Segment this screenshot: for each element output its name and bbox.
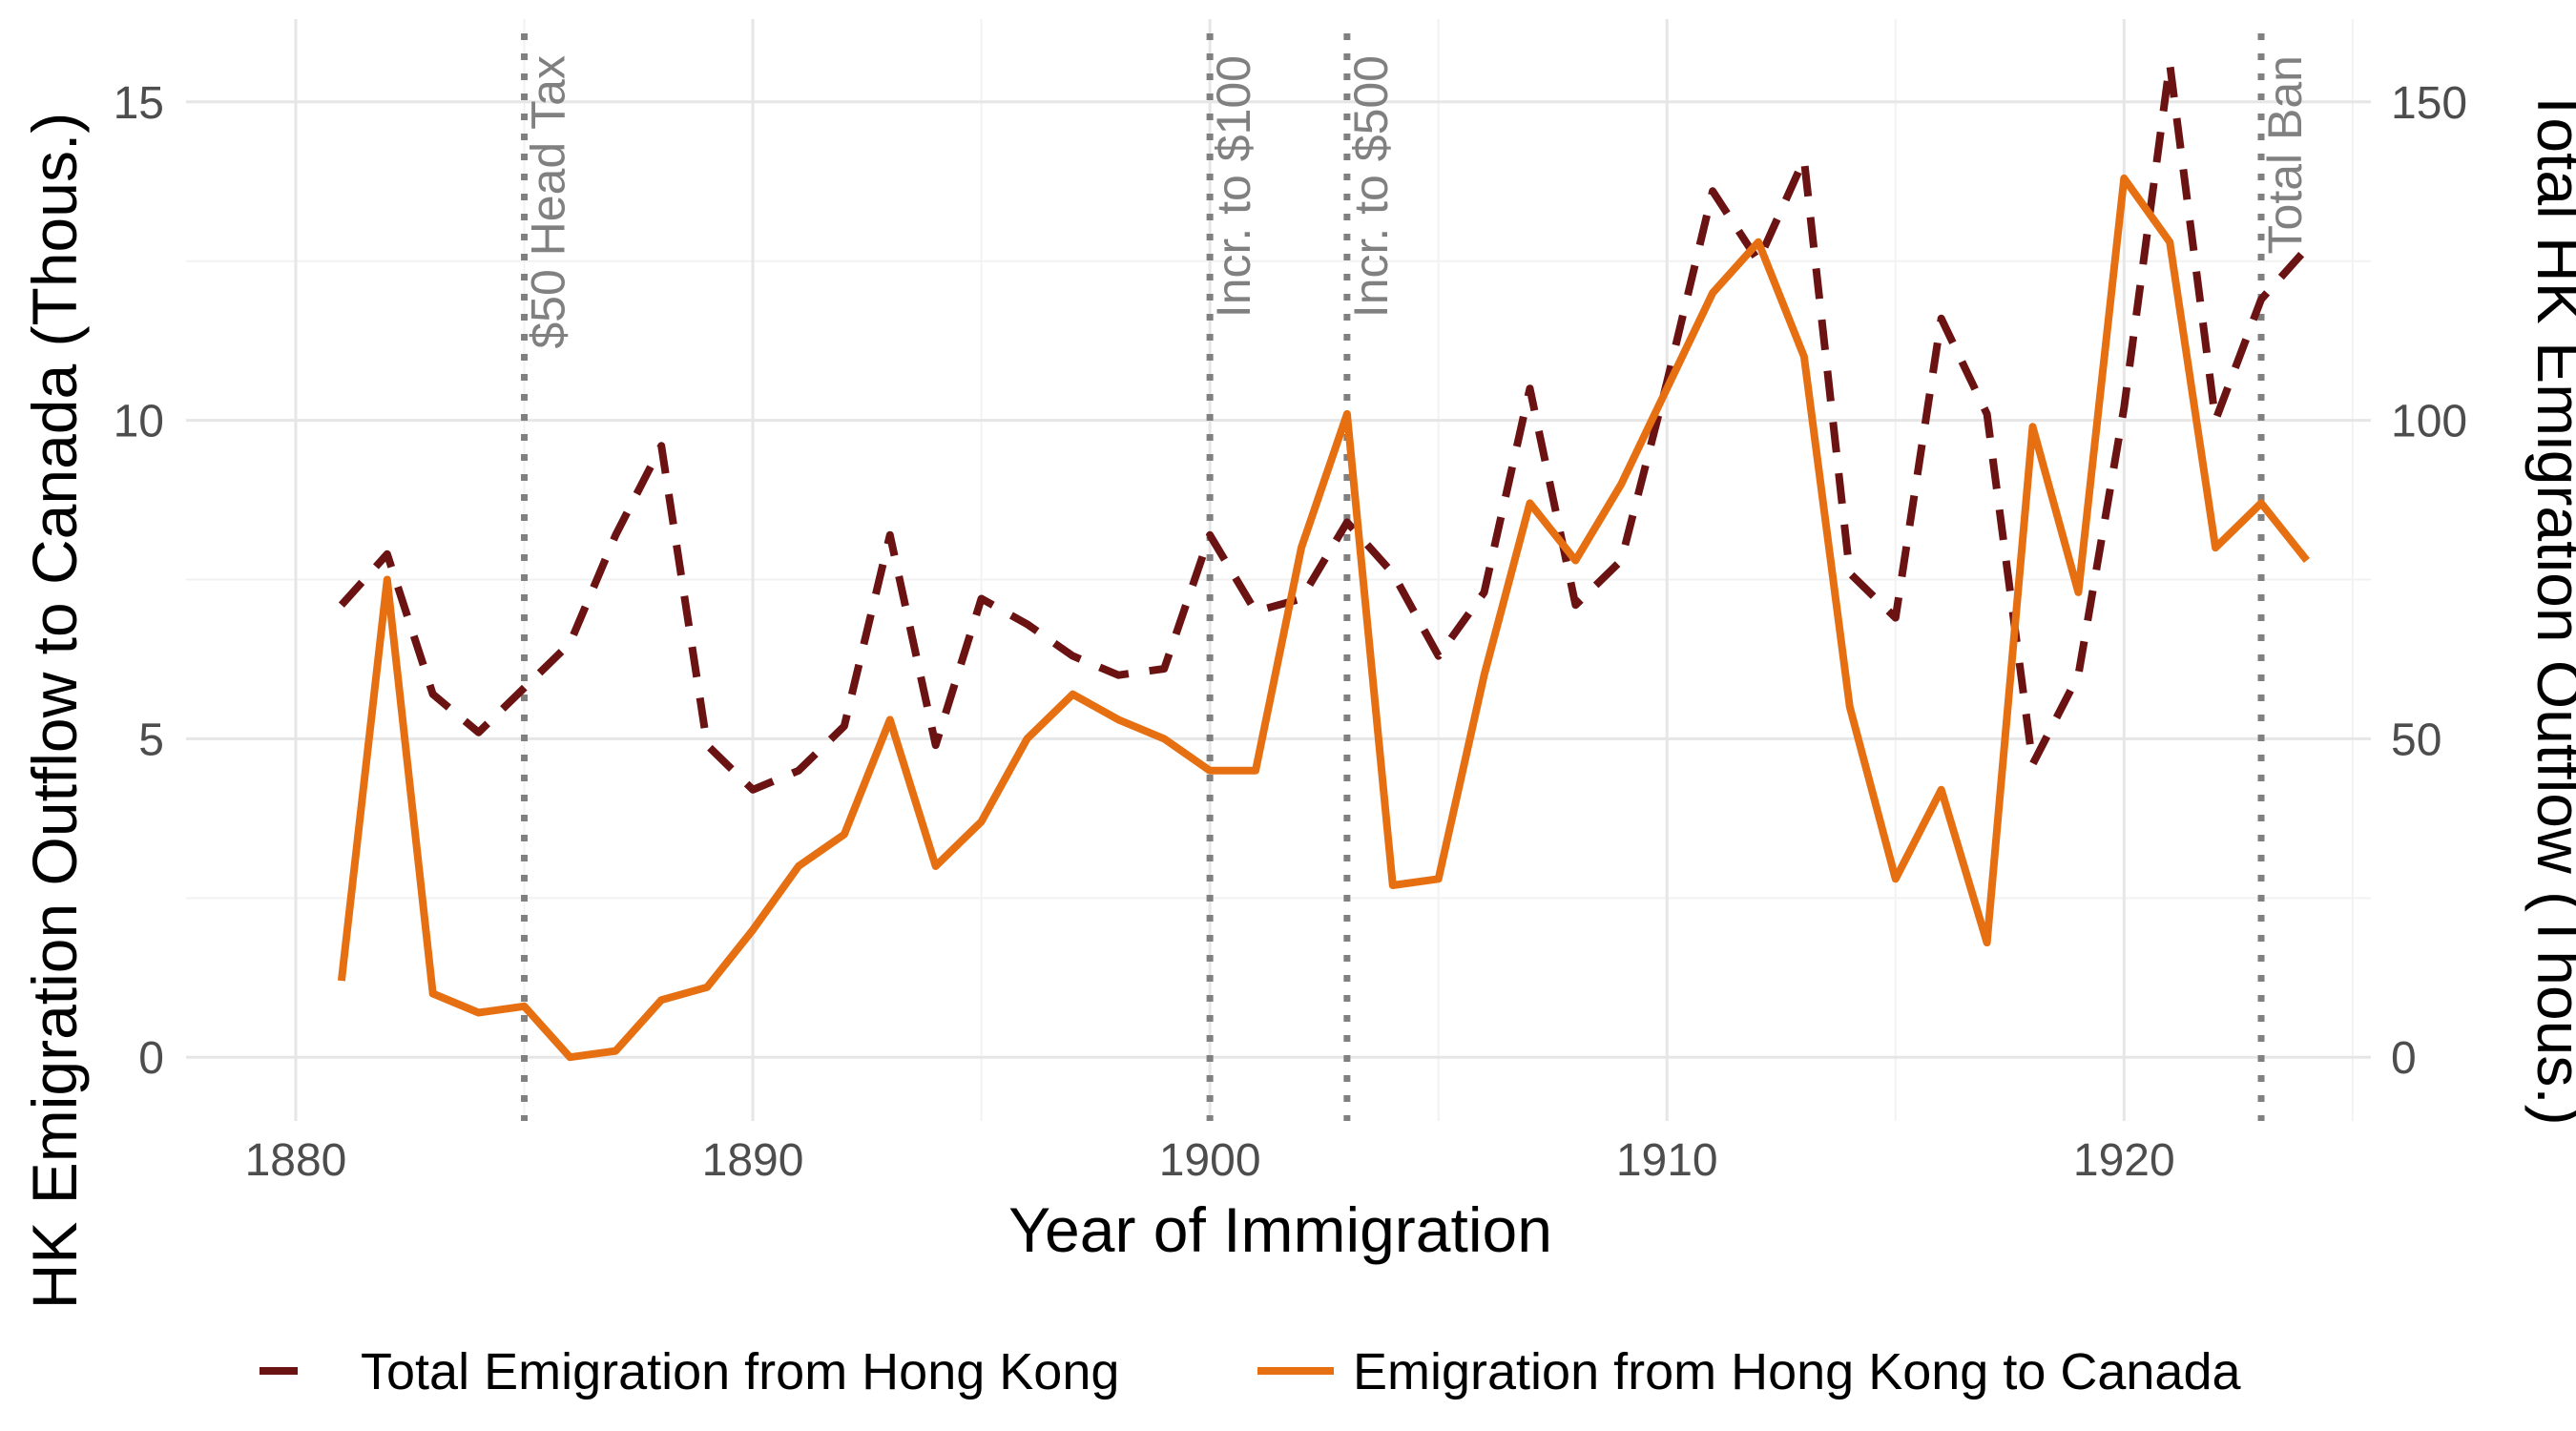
y-axis-left-ticks: 0 5 10 15 [114, 78, 164, 1084]
annotation-label: Incr. to $100 [1207, 55, 1260, 318]
annotation-label: Total Ban [2258, 55, 2312, 254]
y-left-tick-label: 15 [114, 78, 164, 129]
y-right-tick-label: 150 [2391, 78, 2467, 129]
legend-label-canada: Emigration from Hong Kong to Canada [1353, 1343, 2241, 1400]
y-axis-left-title: HK Emigration Outflow to Canada (Thous.) [19, 113, 90, 1310]
legend-label-total: Total Emigration from Hong Kong [361, 1343, 1119, 1400]
y-right-tick-label: 0 [2391, 1033, 2417, 1084]
y-left-tick-label: 10 [114, 397, 164, 447]
annotation-label: Incr. to $500 [1344, 55, 1398, 318]
x-tick-label: 1910 [1616, 1135, 1718, 1186]
y-axis-right-title: Total HK Emigration Outflow (Thous.) [2524, 86, 2576, 1125]
y-axis-right-ticks: 0 50 100 150 [2391, 78, 2467, 1084]
y-left-tick-label: 0 [138, 1033, 164, 1084]
y-right-tick-label: 100 [2391, 397, 2467, 447]
series-line-canada [337, 174, 2311, 1062]
y-left-tick-label: 5 [138, 715, 164, 765]
x-axis-ticks: 1880 1890 1900 1910 1920 [245, 1135, 2175, 1186]
x-tick-label: 1880 [245, 1135, 347, 1186]
annotations: $50 Head Tax Incr. to $100 Incr. to $500 To… [521, 33, 2312, 1121]
y-right-tick-label: 50 [2391, 715, 2441, 765]
x-tick-label: 1920 [2073, 1135, 2175, 1186]
x-tick-label: 1900 [1159, 1135, 1261, 1186]
annotation-label: $50 Head Tax [522, 55, 575, 349]
grid [186, 19, 2371, 1121]
series-lines [337, 59, 2311, 1062]
series-line-total [338, 59, 2310, 794]
x-axis-title: Year of Immigration [1008, 1194, 1552, 1265]
legend: Total Emigration from Hong Kong Emigrati… [260, 1343, 2241, 1400]
x-tick-label: 1890 [702, 1135, 804, 1186]
